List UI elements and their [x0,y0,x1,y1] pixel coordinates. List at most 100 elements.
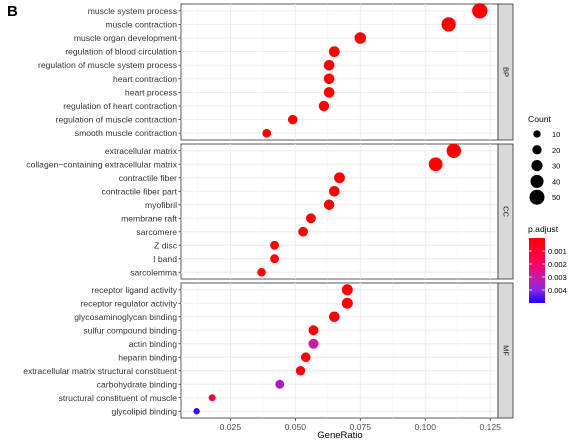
facet-strip-label: MF [502,345,511,356]
term-label: contractile fiber [119,173,177,183]
data-point [441,17,456,32]
term-label: regulation of blood circulation [65,47,177,57]
size-legend-dot [530,174,544,188]
term-label: smooth muscle contraction [75,128,177,138]
color-legend-bar [529,238,545,303]
facet-strip [497,282,514,419]
data-point [308,325,319,336]
data-point [328,311,340,323]
size-legend-label: 10 [552,130,560,139]
color-legend-title: p.adjust [528,224,559,234]
size-legend-label: 20 [552,146,560,155]
term-label: carbohydrate binding [97,379,177,389]
term-label: extracellular matrix [105,146,178,156]
x-tick-label: 0.025 [220,422,242,432]
data-point [257,267,266,277]
term-label: heparin binding [118,352,177,362]
data-point [341,284,353,296]
panel-background [180,143,499,280]
data-point [428,157,443,172]
facet-strip [497,143,514,280]
color-legend-label: 0.004 [548,286,567,295]
color-legend-label: 0.003 [548,273,567,282]
data-point [287,114,298,125]
data-point [328,46,340,58]
term-label: sarcomere [136,227,177,237]
term-label: contractile fiber part [102,186,178,196]
size-legend-dot [532,145,542,155]
panel-tag: B [7,3,18,20]
size-legend-title: Count [528,114,552,124]
data-point [323,87,335,98]
data-point [295,366,306,376]
term-label: heart process [125,87,177,97]
data-point [354,32,367,44]
term-label: actin binding [129,339,177,349]
size-legend-dot [529,189,545,205]
color-legend-label: 0.001 [548,247,567,256]
term-label: structural constituent of muscle [59,393,178,403]
data-point [472,3,488,19]
term-label: membrane raft [121,213,177,223]
x-tick-label: 0.075 [350,422,372,432]
size-legend-dot [533,130,541,138]
term-label: I band [153,254,177,264]
facet-strip-label: CC [502,206,511,217]
term-label: myofibril [145,200,177,210]
x-tick-label: 0.125 [479,422,501,432]
term-label: muscle organ development [74,33,178,43]
term-label: collagen−containing extracellular matrix [26,159,177,169]
term-label: regulation of muscle system process [38,60,177,70]
data-point [193,408,200,415]
size-legend-label: 50 [552,193,560,202]
term-label: extracellular matrix structural constitu… [23,366,177,376]
size-legend: Count 10 20 30 40 50 [528,114,560,205]
data-point [308,338,319,349]
x-axis-title: GeneRatio [317,430,362,441]
facet-strip [497,3,514,141]
facet-cc: extracellular matrix collagen−containing … [26,143,514,280]
data-point [323,73,335,85]
data-point [318,100,330,112]
term-label: muscle system process [88,6,177,16]
data-point [262,128,272,138]
facet-strip-label: BP [502,67,511,77]
term-label: muscle contraction [105,19,177,29]
data-point [328,185,340,197]
size-legend-label: 40 [552,177,560,186]
term-label: Z disc [154,240,178,250]
term-label: sarcolemma [130,267,177,277]
data-point [334,172,345,184]
term-label: receptor ligand activity [91,285,177,295]
facet-panels: muscle system process muscle contraction m… [23,3,514,419]
term-label: sulfur compound binding [83,325,177,335]
data-point [208,394,216,402]
data-point [300,352,311,363]
term-label: glycolipid binding [112,406,178,416]
term-label: heart contraction [113,74,177,84]
data-point [270,240,279,250]
panel-background [180,282,499,419]
x-axis: 0.025 0.050 0.075 0.100 0.125 [220,418,501,432]
facet-mf: receptor ligand activity receptor regulat… [23,282,514,419]
x-tick-label: 0.100 [414,422,436,432]
term-label: regulation of muscle contraction [56,115,178,125]
term-label: regulation of heart contraction [63,101,177,111]
data-point [323,199,335,210]
facet-bp: muscle system process muscle contraction m… [38,3,514,141]
x-tick-label: 0.050 [285,422,307,432]
color-legend-label: 0.002 [548,260,567,269]
term-label: glycosaminoglycan binding [74,312,177,322]
data-point [305,213,316,224]
data-point [270,254,279,264]
size-legend-label: 30 [552,162,560,171]
data-point [298,226,308,237]
data-point [323,59,335,71]
color-legend: p.adjust 0.001 0.002 0.003 0.004 [528,224,567,303]
data-point [341,297,353,309]
size-legend-dot [531,160,543,172]
term-label: receptor regulator activity [81,298,178,308]
data-point [446,143,462,158]
data-point [275,379,285,389]
